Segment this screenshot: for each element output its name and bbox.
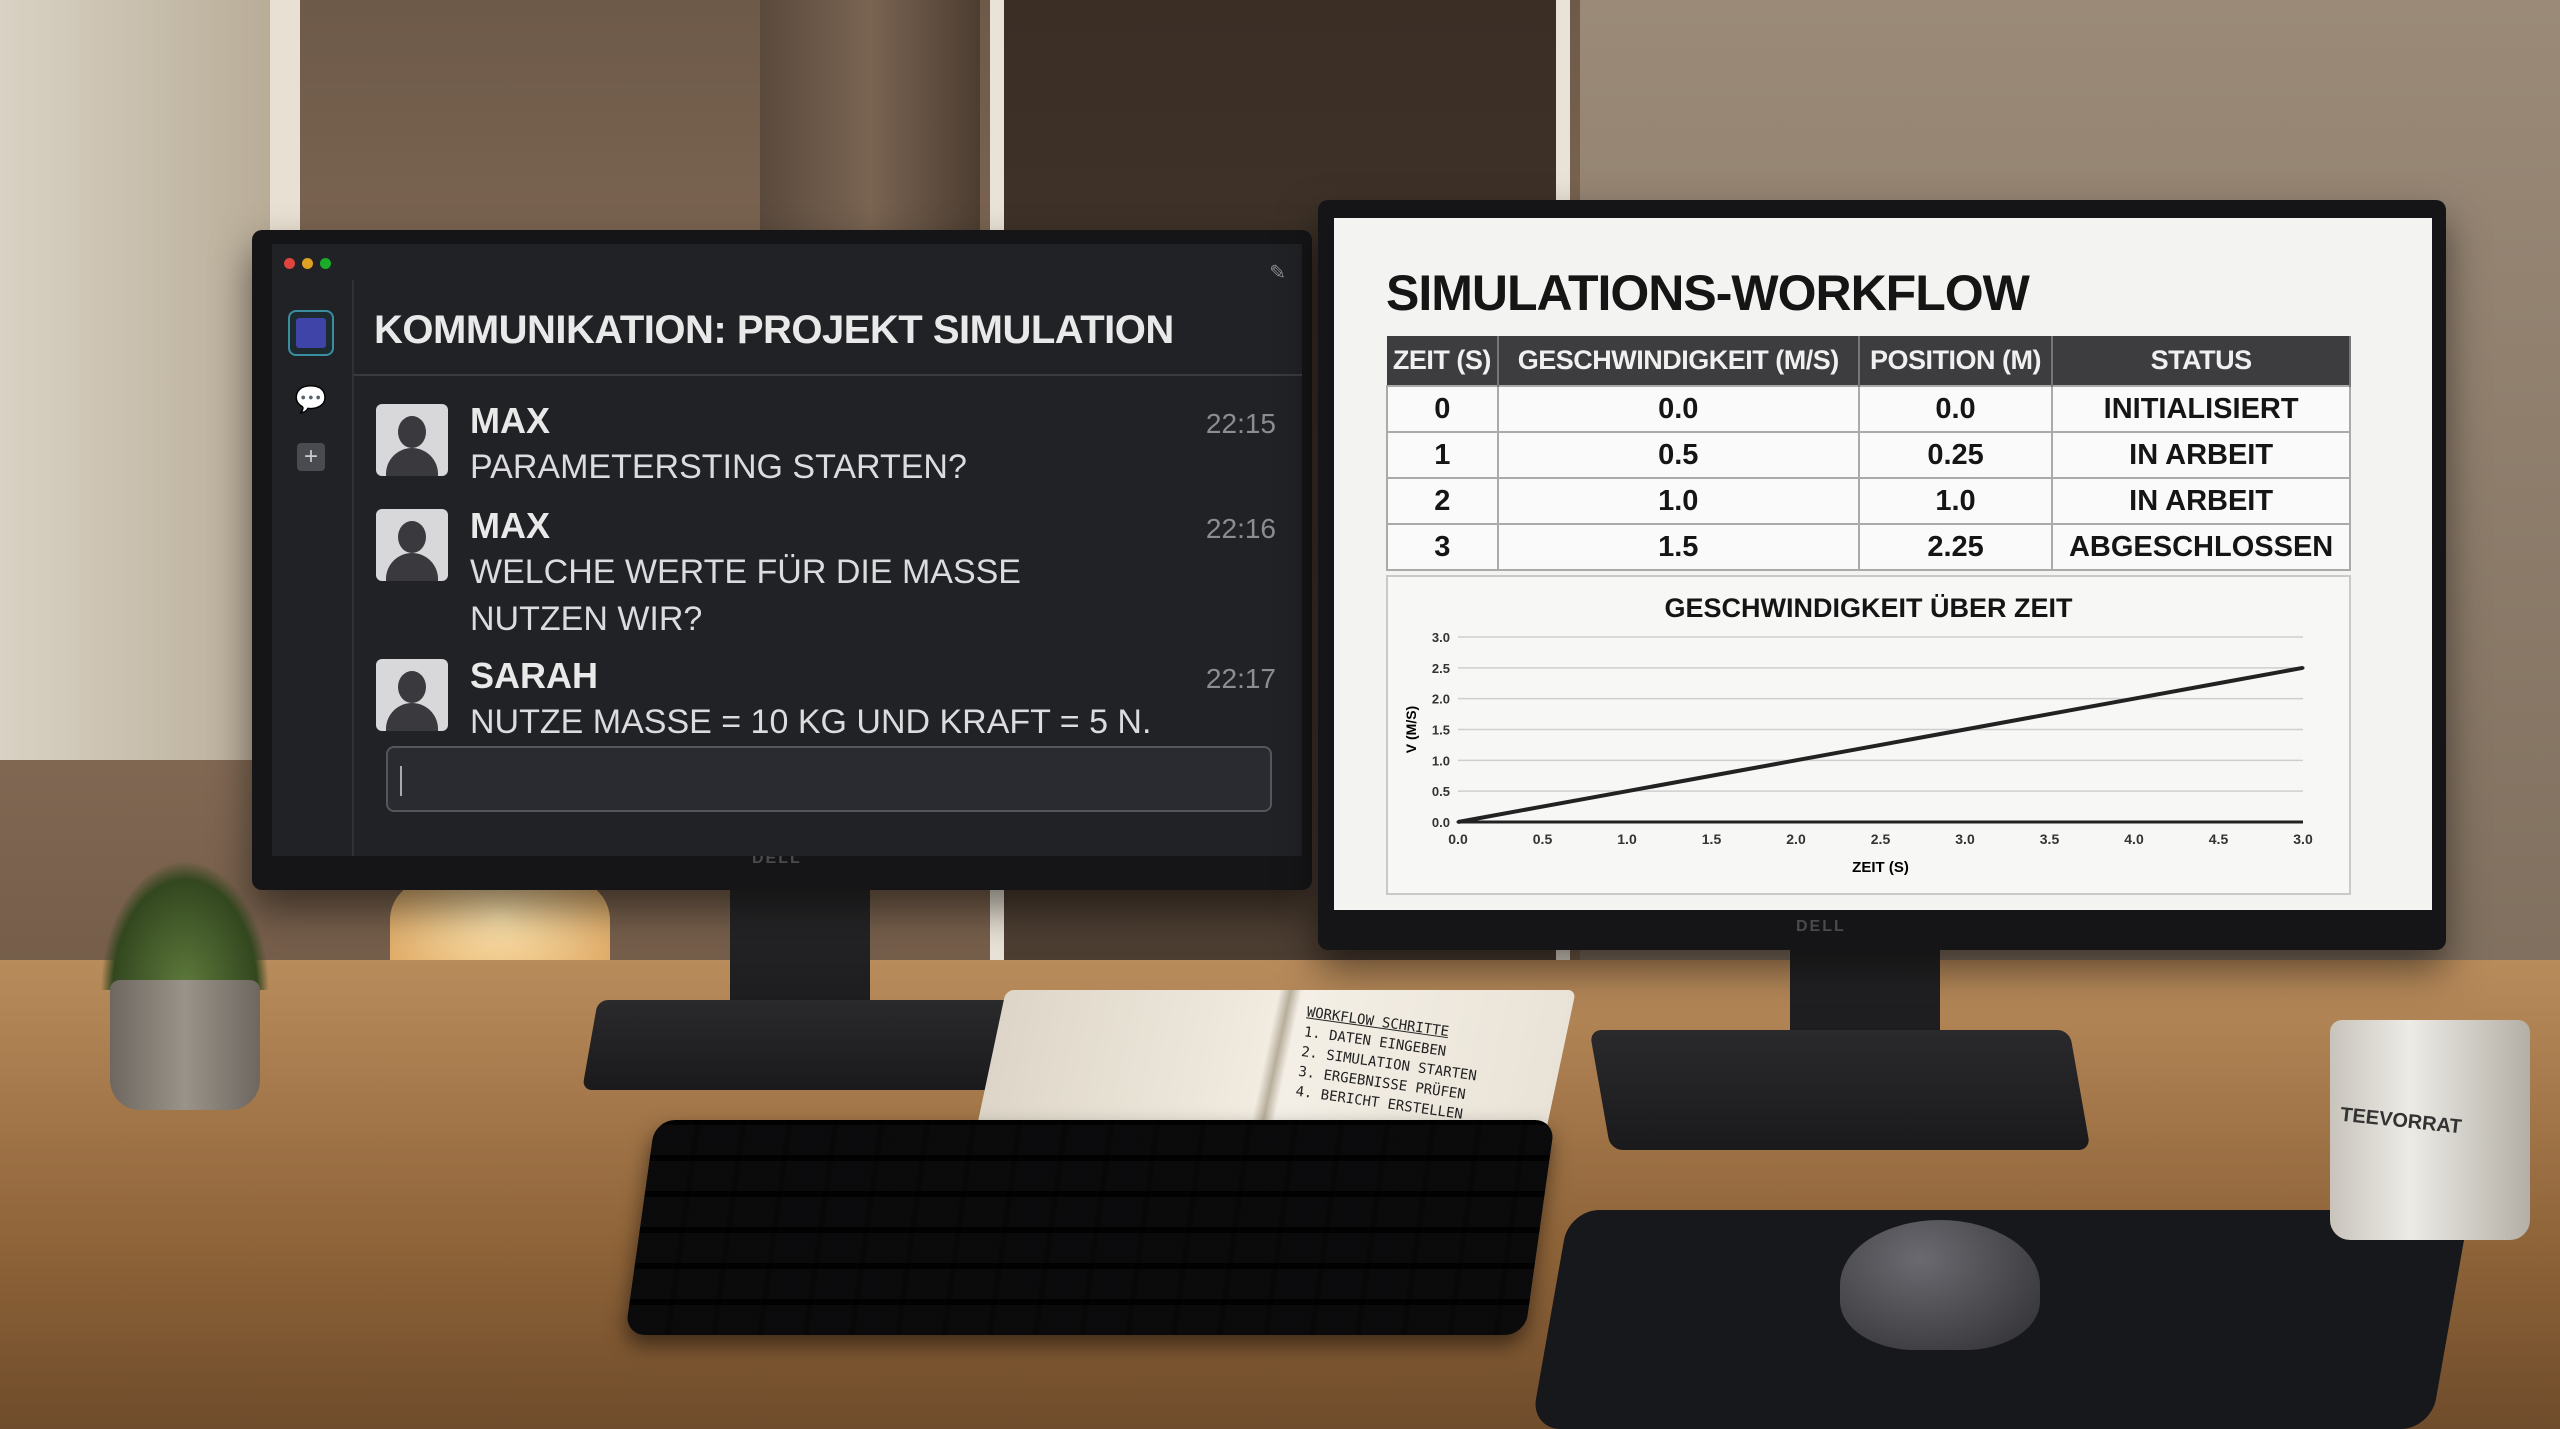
- y-tick-label: 2.5: [1432, 661, 1450, 676]
- table-cell: 2.25: [1857, 523, 2054, 571]
- message-input[interactable]: [386, 746, 1272, 812]
- x-tick-label: 0.5: [1533, 831, 1553, 847]
- velocity-chart: GESCHWINDIGKEIT ÜBER ZEIT 0.0 0.5 1.0 1.5 2.…: [1386, 575, 2351, 895]
- table-cell: 0.0: [1857, 385, 2054, 433]
- table-cell: 0.25: [1857, 431, 2054, 479]
- x-tick-label: 2.0: [1786, 831, 1806, 847]
- x-tick-label: 3.0: [2293, 831, 2313, 847]
- message-author: MAX: [470, 505, 550, 546]
- dell-logo: DELL: [1796, 918, 1846, 935]
- message-author: MAX: [470, 400, 550, 441]
- table-row: 1 0.5 0.25 IN ARBEIT: [1386, 431, 2351, 479]
- x-tick-label: 0.0: [1448, 831, 1468, 847]
- column-header: STATUS: [2052, 336, 2351, 386]
- minimize-window-dot[interactable]: [302, 258, 313, 269]
- chat-app-window: ✎ 💬 + KOMMUNIKATION: PROJEKT SIMULATION …: [272, 244, 1302, 856]
- text-caret: [400, 766, 402, 796]
- y-tick-label: 3.0: [1432, 630, 1450, 645]
- mouse: [1840, 1220, 2040, 1350]
- results-table: ZEIT (S) GESCHWINDIGKEIT (M/S) POSITION (M…: [1386, 336, 2351, 571]
- data-point: [1625, 789, 1629, 793]
- table-cell: ABGESCHLOSSEN: [2051, 523, 2351, 571]
- compose-icon[interactable]: ✎: [1269, 262, 1286, 284]
- left-monitor-base: [582, 1000, 1018, 1090]
- message-text: WELCHE WERTE FÜR DIE MASSE NUTZEN WIR?: [470, 553, 1021, 638]
- message-time: 22:16: [1205, 513, 1276, 544]
- channel-title: KOMMUNIKATION: PROJEKT SIMULATION: [374, 308, 1174, 352]
- y-tick-label: 2.0: [1432, 692, 1450, 707]
- x-tick-label: 4.0: [2124, 831, 2144, 847]
- table-cell: 1.0: [1496, 477, 1860, 525]
- table-cell: 0: [1386, 385, 1499, 433]
- avatar[interactable]: [376, 659, 448, 731]
- workspace-icon[interactable]: [288, 310, 334, 356]
- sidebar: 💬 +: [272, 280, 354, 856]
- plus-icon[interactable]: +: [288, 434, 334, 480]
- divider: [354, 374, 1302, 376]
- avatar[interactable]: [376, 509, 448, 581]
- mug: [2330, 1020, 2530, 1240]
- column-header: GESCHWINDIGKEIT (M/S): [1497, 336, 1860, 386]
- message-text: NUTZE MASSE = 10 KG UND KRAFT = 5 N.: [470, 703, 1152, 741]
- message-time: 22:15: [1205, 408, 1276, 439]
- message-time: 22:17: [1205, 663, 1276, 694]
- data-point: [2217, 681, 2220, 685]
- table-row: 0 0.0 0.0 INITIALISIERT: [1386, 385, 2351, 433]
- chat-bubbles-icon[interactable]: 💬: [294, 383, 328, 414]
- x-tick-label: 1.0: [1617, 831, 1637, 847]
- curtain: [760, 0, 980, 230]
- close-window-dot[interactable]: [284, 258, 295, 269]
- table-cell: 1.0: [1857, 477, 2054, 525]
- x-axis-label: ZEIT (S): [1852, 859, 1909, 876]
- data-point: [1456, 820, 1460, 824]
- data-point: [2301, 666, 2305, 670]
- table-cell: 1: [1386, 431, 1499, 479]
- data-point: [1963, 728, 1967, 731]
- chart-title: GESCHWINDIGKEIT ÜBER ZEIT: [1664, 593, 2073, 623]
- chart-plot: 0.0 0.5 1.0 1.5 2.0 2.5 3.0 0.0 0.5 1.0 1.5 2.0 2.5 3…: [1403, 630, 2313, 876]
- plant: [100, 860, 270, 990]
- table-cell: 0.5: [1496, 431, 1860, 479]
- avatar[interactable]: [376, 404, 448, 476]
- table-cell: INITIALISIERT: [2051, 385, 2351, 433]
- table-cell: 0.0: [1496, 385, 1860, 433]
- y-tick-label: 0.5: [1432, 784, 1450, 799]
- workflow-document: SIMULATIONS-WORKFLOW ZEIT (S) GESCHWINDIG…: [1334, 218, 2432, 910]
- table-cell: 3: [1386, 523, 1499, 571]
- table-row: 2 1.0 1.0 IN ARBEIT: [1386, 477, 2351, 525]
- x-tick-label: 3.5: [2040, 831, 2060, 847]
- x-tick-label: 1.5: [1702, 831, 1722, 847]
- table-cell: 2: [1386, 477, 1499, 525]
- table-cell: IN ARBEIT: [2051, 477, 2351, 525]
- table-row: 3 1.5 2.25 ABGESCHLOSSEN: [1386, 523, 2351, 571]
- data-point: [1710, 774, 1713, 778]
- maximize-window-dot[interactable]: [320, 258, 331, 269]
- column-header: ZEIT (S): [1387, 336, 1499, 386]
- data-point: [1879, 743, 1882, 747]
- right-monitor-base: [1589, 1030, 2091, 1150]
- plant-pot: [110, 980, 260, 1110]
- data-point: [2132, 697, 2136, 701]
- y-tick-label: 0.0: [1432, 815, 1450, 830]
- table-cell: IN ARBEIT: [2051, 431, 2351, 479]
- page-title: SIMULATIONS-WORKFLOW: [1386, 265, 2030, 321]
- data-point: [1541, 805, 1544, 809]
- x-tick-label: 2.5: [1871, 831, 1891, 847]
- message-author: SARAH: [470, 655, 599, 696]
- column-header: POSITION (M): [1858, 336, 2054, 386]
- keyboard: [624, 1120, 1556, 1335]
- y-tick-label: 1.0: [1432, 753, 1450, 768]
- message-text: PARAMETERSTING STARTEN?: [470, 448, 967, 486]
- x-tick-label: 3.0: [1955, 831, 1975, 847]
- table-cell: 1.5: [1496, 523, 1860, 571]
- data-point: [1794, 758, 1798, 762]
- data-point: [2048, 712, 2051, 716]
- y-tick-label: 1.5: [1432, 723, 1450, 738]
- y-axis-label: V (M/S): [1403, 706, 1419, 753]
- x-tick-label: 4.5: [2209, 831, 2229, 847]
